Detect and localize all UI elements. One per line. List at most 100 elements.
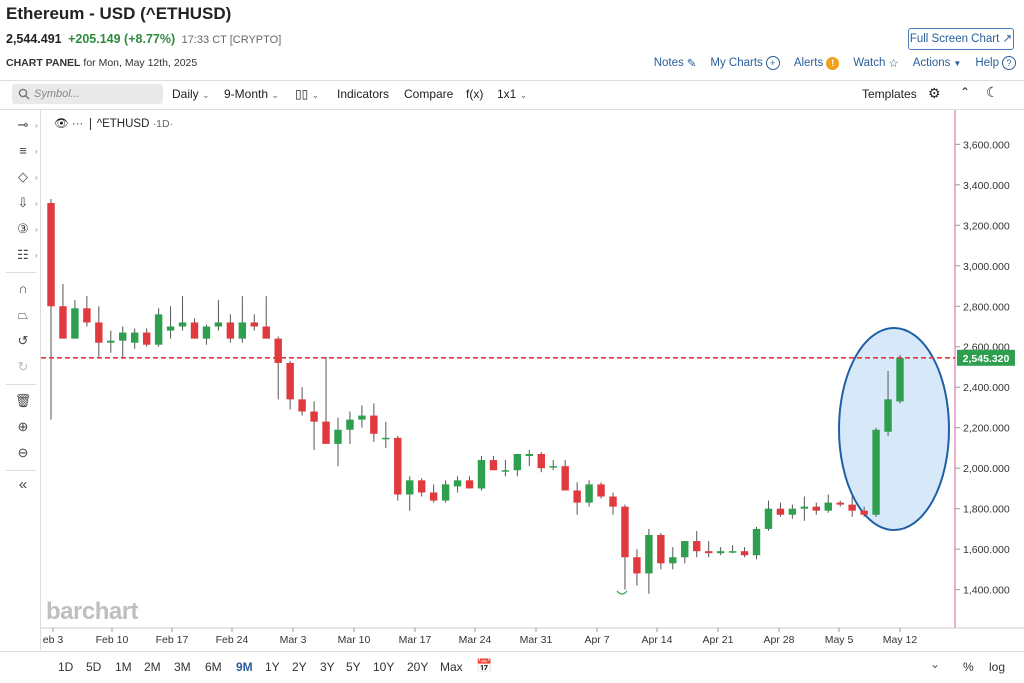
candle-body: [334, 429, 342, 444]
candle-body: [310, 411, 318, 422]
range-1y[interactable]: 1Y: [265, 660, 280, 674]
candle: [262, 296, 270, 339]
more-dots-icon[interactable]: ⋯: [71, 118, 84, 130]
magnet-icon[interactable]: ∩: [18, 281, 28, 296]
alerts-link[interactable]: Alerts!: [794, 56, 840, 70]
candle-body: [501, 470, 510, 472]
candle: [130, 328, 139, 349]
range-3y[interactable]: 3Y: [320, 660, 335, 674]
candle: [226, 314, 235, 343]
percent-toggle[interactable]: %: [963, 660, 974, 674]
layout-select[interactable]: 1x1 ⌄: [497, 87, 527, 101]
candle-body: [489, 460, 498, 471]
candle-body: [693, 541, 701, 552]
candle-body: [214, 322, 223, 327]
candle-body: [166, 326, 175, 331]
candle: [513, 454, 522, 477]
redo-icon[interactable]: ↻: [17, 359, 29, 374]
candle-body: [812, 506, 821, 511]
price-axis: 1,400.000 1,600.000 1,800.000 2,000.000 2,20…: [955, 139, 1010, 597]
visibility-eye-icon[interactable]: 👁: [54, 118, 69, 130]
zoom-out-icon[interactable]: ⊖: [17, 445, 29, 460]
date-tick-label: Mar 24: [459, 634, 492, 646]
range-10y[interactable]: 10Y: [373, 660, 395, 674]
line-tool-icon[interactable]: ⊸: [17, 117, 29, 132]
candle: [166, 306, 175, 339]
actions-menu[interactable]: Actions ▼: [913, 57, 962, 69]
chart-type-select[interactable]: ▯▯ ⌄: [295, 87, 319, 101]
price-tick-label: 1,800.000: [963, 504, 1010, 516]
range-1d[interactable]: 1D: [58, 660, 74, 674]
indicators-button[interactable]: Indicators: [337, 87, 390, 101]
my-charts-link[interactable]: My Charts +: [710, 56, 780, 70]
notes-link[interactable]: Notes ✎: [654, 56, 697, 70]
arrow-down-tool-icon[interactable]: ⇩: [17, 195, 29, 210]
candle-body: [740, 551, 749, 556]
collapse-up-icon[interactable]: ⌃: [960, 85, 971, 99]
candle: [621, 504, 629, 590]
candle: [800, 496, 809, 521]
symbol-search[interactable]: Symbol...: [12, 84, 163, 104]
candle: [501, 460, 510, 477]
compare-button[interactable]: Compare: [404, 87, 454, 101]
candle-body: [95, 322, 103, 343]
candle: [322, 356, 330, 444]
date-tick-label: May 12: [883, 634, 918, 646]
range-5y[interactable]: 5Y: [346, 660, 361, 674]
candle: [609, 492, 617, 515]
candle: [693, 530, 701, 558]
log-toggle[interactable]: log: [989, 660, 1006, 674]
full-screen-chart-button[interactable]: Full Screen Chart ↗: [908, 28, 1014, 50]
price-tick-label: 3,000.000: [963, 261, 1010, 273]
patterns-tool-icon[interactable]: ☷: [17, 247, 29, 262]
calendar-icon[interactable]: 📅: [476, 658, 493, 673]
caret-down-icon: ▼: [953, 58, 962, 68]
interval-select[interactable]: Daily ⌄: [172, 87, 210, 101]
settings-gear-icon[interactable]: ⚙: [928, 85, 941, 101]
templates-button[interactable]: Templates: [862, 87, 917, 101]
lock-icon[interactable]: ⏢: [17, 307, 29, 322]
watch-link[interactable]: Watch ☆: [853, 56, 898, 70]
zoom-in-icon[interactable]: ⊕: [17, 419, 29, 434]
range-9m[interactable]: 9M: [236, 660, 253, 674]
candle: [752, 526, 761, 560]
fibonacci-tool-icon[interactable]: ≡: [19, 143, 27, 158]
candle: [107, 330, 115, 353]
price-tick-label: 3,200.000: [963, 220, 1010, 232]
candle-body: [764, 508, 773, 529]
range-2m[interactable]: 2M: [144, 660, 161, 674]
trash-icon[interactable]: 🗑: [14, 393, 32, 408]
candle-body: [190, 322, 199, 339]
dark-mode-moon-icon[interactable]: ☾: [986, 84, 999, 100]
range-2y[interactable]: 2Y: [292, 660, 307, 674]
candle: [561, 460, 569, 491]
shape-tool-icon[interactable]: ◇: [18, 169, 28, 184]
candle-body: [585, 484, 593, 503]
candle: [585, 480, 593, 507]
undo-icon[interactable]: ↺: [17, 333, 29, 348]
candle: [884, 371, 892, 436]
help-link[interactable]: Help?: [975, 56, 1016, 70]
candle-body: [47, 203, 55, 307]
fx-button[interactable]: f(x): [466, 87, 484, 101]
period-select[interactable]: 9-Month ⌄: [224, 87, 279, 101]
candle: [190, 318, 199, 339]
current-price-label: 2,545.320: [963, 353, 1010, 365]
candle: [298, 387, 306, 416]
candle-body: [884, 399, 892, 432]
range-max[interactable]: Max: [440, 660, 463, 674]
range-6m[interactable]: 6M: [205, 660, 222, 674]
candle-body: [394, 437, 402, 495]
chart-legend: 👁 ⋯ ^ETHUSD ·1D·: [54, 116, 173, 130]
collapse-sidebar-icon[interactable]: «: [18, 476, 28, 493]
range-3m[interactable]: 3M: [174, 660, 191, 674]
range-5d[interactable]: 5D: [86, 660, 102, 674]
annotation-number-icon[interactable]: ③: [17, 221, 29, 236]
candle: [334, 417, 342, 467]
candle-body: [83, 308, 91, 323]
double-chevron-down-icon[interactable]: ⌄: [930, 657, 941, 671]
range-20y[interactable]: 20Y: [407, 660, 429, 674]
range-1m[interactable]: 1M: [115, 660, 132, 674]
date-tick-label: Feb 24: [216, 634, 249, 646]
